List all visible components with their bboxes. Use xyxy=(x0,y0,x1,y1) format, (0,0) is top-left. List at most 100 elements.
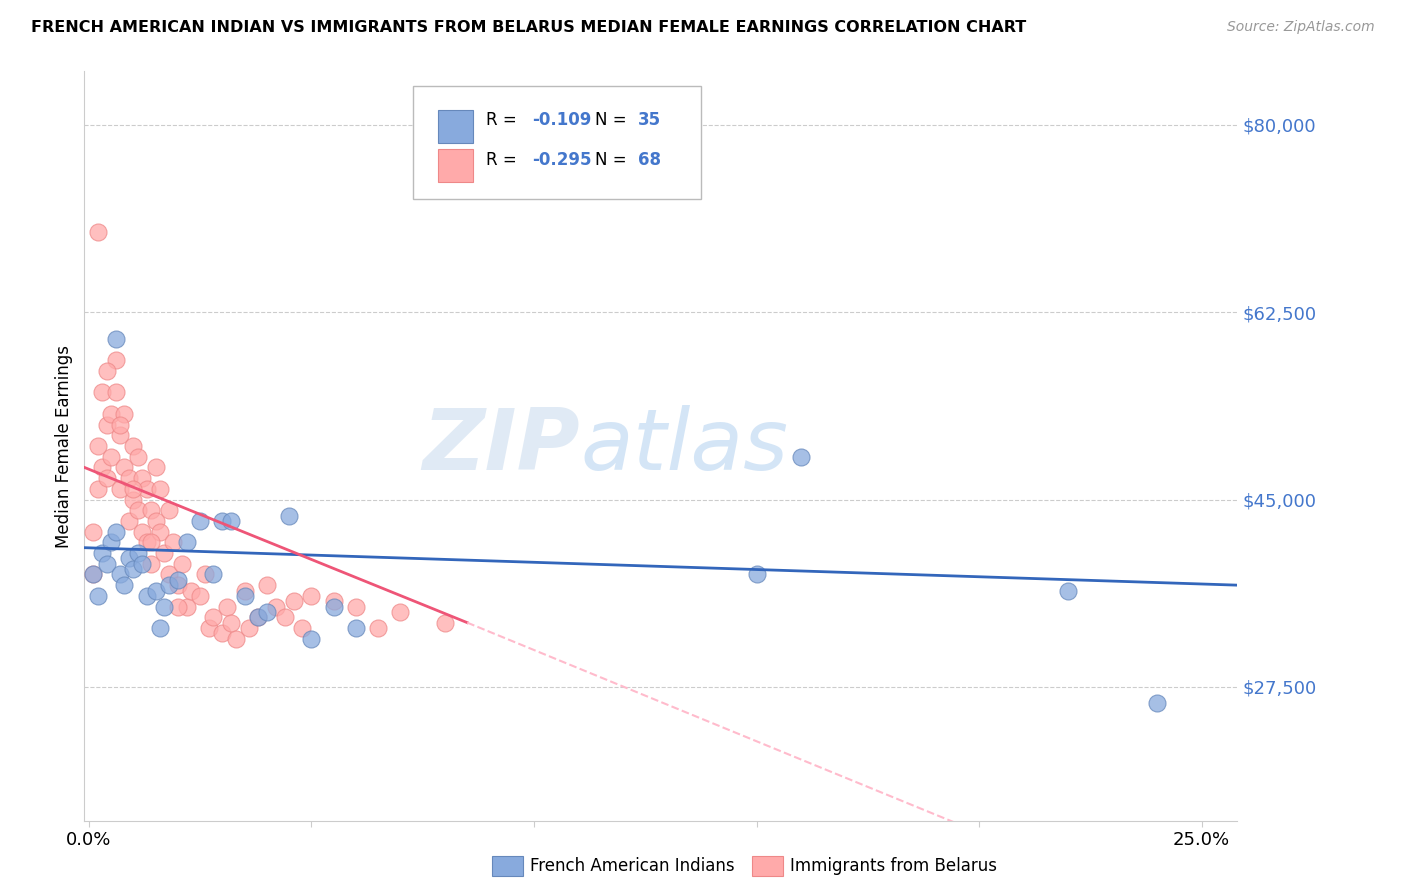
Point xyxy=(86,439,108,453)
Point xyxy=(299,632,322,646)
Point xyxy=(211,514,233,528)
Point xyxy=(104,353,127,368)
Point xyxy=(145,514,167,528)
Text: -0.109: -0.109 xyxy=(531,112,591,129)
Point xyxy=(82,567,104,582)
Point xyxy=(299,589,322,603)
Point xyxy=(112,407,135,421)
Point xyxy=(135,589,157,603)
Text: French American Indians: French American Indians xyxy=(530,857,735,875)
Point xyxy=(278,508,301,523)
Point xyxy=(86,589,108,603)
Point xyxy=(790,450,813,464)
Text: 68: 68 xyxy=(638,151,661,169)
Point xyxy=(246,610,269,624)
Point xyxy=(118,551,141,566)
Point xyxy=(745,567,768,582)
Point xyxy=(344,621,367,635)
Point xyxy=(162,535,184,549)
Point xyxy=(211,626,233,640)
Point xyxy=(219,615,242,630)
Point xyxy=(202,567,225,582)
Text: -0.295: -0.295 xyxy=(531,151,591,169)
Point xyxy=(166,578,188,592)
Point xyxy=(149,524,172,539)
Point xyxy=(127,546,149,560)
Point xyxy=(193,567,215,582)
Text: Source: ZipAtlas.com: Source: ZipAtlas.com xyxy=(1227,20,1375,34)
Point xyxy=(256,605,278,619)
Point xyxy=(135,535,157,549)
Text: atlas: atlas xyxy=(581,404,789,488)
Point xyxy=(291,621,314,635)
Point xyxy=(149,621,172,635)
Point xyxy=(118,471,141,485)
Point xyxy=(246,610,269,624)
Point xyxy=(135,482,157,496)
Point xyxy=(122,439,145,453)
Point xyxy=(389,605,412,619)
Point xyxy=(153,546,176,560)
Text: N =: N = xyxy=(595,151,631,169)
Point xyxy=(256,578,278,592)
Point xyxy=(127,503,149,517)
Point xyxy=(127,450,149,464)
Text: R =: R = xyxy=(485,151,522,169)
Y-axis label: Median Female Earnings: Median Female Earnings xyxy=(55,344,73,548)
Point xyxy=(145,583,167,598)
Point xyxy=(433,615,456,630)
Point xyxy=(131,524,153,539)
Point xyxy=(176,599,198,614)
Point xyxy=(108,428,131,442)
Point xyxy=(108,417,131,432)
FancyBboxPatch shape xyxy=(439,110,472,143)
Point xyxy=(202,610,225,624)
Point xyxy=(322,599,344,614)
Point xyxy=(91,546,114,560)
Point xyxy=(225,632,247,646)
Point xyxy=(104,332,127,346)
Point xyxy=(112,460,135,475)
Point xyxy=(1146,696,1168,710)
Point xyxy=(145,460,167,475)
Point xyxy=(233,589,256,603)
Point xyxy=(96,417,118,432)
Point xyxy=(157,503,180,517)
Text: 35: 35 xyxy=(638,112,661,129)
Point xyxy=(82,524,104,539)
Point xyxy=(86,482,108,496)
Point xyxy=(166,573,188,587)
Point xyxy=(1057,583,1080,598)
Point xyxy=(180,583,202,598)
Point xyxy=(215,599,238,614)
Point xyxy=(82,567,104,582)
Point xyxy=(153,599,176,614)
FancyBboxPatch shape xyxy=(413,87,702,199)
Point xyxy=(104,524,127,539)
Point xyxy=(139,557,162,571)
Point xyxy=(131,557,153,571)
Point xyxy=(104,385,127,400)
Point xyxy=(157,567,180,582)
Point xyxy=(264,599,287,614)
Text: Immigrants from Belarus: Immigrants from Belarus xyxy=(790,857,997,875)
Point xyxy=(122,492,145,507)
Point xyxy=(139,535,162,549)
Point xyxy=(122,562,145,576)
Point xyxy=(172,557,194,571)
Point xyxy=(122,482,145,496)
Text: ZIP: ZIP xyxy=(422,404,581,488)
Point xyxy=(100,407,122,421)
Point xyxy=(96,471,118,485)
Point xyxy=(344,599,367,614)
Point xyxy=(283,594,305,608)
Point xyxy=(188,589,211,603)
Point xyxy=(166,599,188,614)
Point xyxy=(100,535,122,549)
Point xyxy=(157,578,180,592)
Point xyxy=(176,535,198,549)
Point xyxy=(233,583,256,598)
Point xyxy=(100,450,122,464)
Point xyxy=(91,385,114,400)
Text: FRENCH AMERICAN INDIAN VS IMMIGRANTS FROM BELARUS MEDIAN FEMALE EARNINGS CORRELA: FRENCH AMERICAN INDIAN VS IMMIGRANTS FRO… xyxy=(31,20,1026,35)
